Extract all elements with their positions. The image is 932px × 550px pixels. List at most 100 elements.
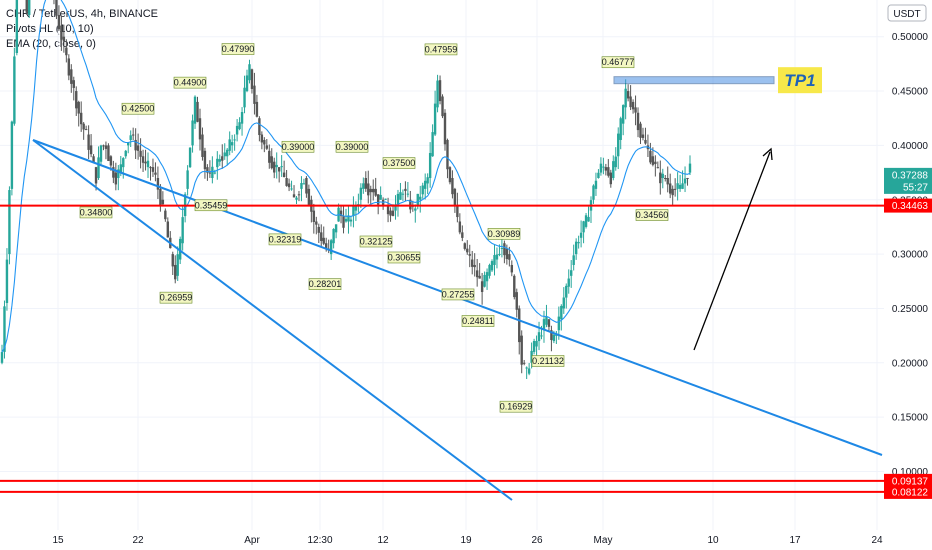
candle-body — [320, 232, 323, 241]
candle-body — [307, 188, 311, 205]
candle-body — [463, 243, 466, 249]
candle-body — [275, 164, 278, 168]
candle-body — [305, 178, 308, 194]
horizontal-levels — [0, 204, 884, 493]
pivot-label-box — [221, 43, 255, 55]
candle-body — [542, 319, 546, 331]
candle-body — [555, 334, 558, 336]
candle-body — [458, 221, 462, 233]
candle-body — [208, 172, 212, 174]
candle-body — [456, 205, 459, 218]
time-tick-label: 12:30 — [307, 535, 332, 546]
candle-body — [300, 183, 303, 189]
candle-body — [664, 178, 667, 180]
candle-body — [248, 64, 251, 81]
candle-body — [634, 107, 637, 113]
level-tag-bg — [884, 198, 932, 213]
time-tick-label: 15 — [52, 535, 64, 546]
candle-body — [644, 139, 647, 144]
level-tag-bg — [884, 473, 932, 488]
candle-body — [597, 172, 600, 179]
candle-body — [354, 206, 358, 211]
indicator-ema-label[interactable]: EMA (20, close, 0) — [6, 38, 96, 50]
candle-body — [473, 264, 476, 268]
candle-body — [688, 163, 692, 173]
pivot-label-box — [335, 140, 369, 153]
candle-body — [540, 335, 543, 337]
candle-body — [181, 217, 184, 244]
pivot-label-box — [461, 315, 495, 327]
pivot-label-box — [387, 251, 421, 264]
candle-body — [419, 196, 422, 200]
candle-body — [253, 85, 256, 104]
candle-body — [193, 96, 197, 124]
candle-body — [295, 197, 298, 200]
pivot-label: 0.27255 — [442, 289, 475, 299]
candle-body — [547, 319, 551, 327]
candle-body — [55, 0, 58, 16]
pivot-label: 0.24811 — [462, 316, 494, 326]
candle-body — [102, 145, 105, 147]
target-label-tp1: TP1 — [784, 71, 815, 90]
candle-body — [560, 305, 563, 320]
candle-body — [488, 264, 491, 276]
candle-body — [235, 125, 239, 135]
current-price-tag-bg — [884, 167, 932, 194]
currency-button[interactable]: USDT — [887, 4, 927, 22]
candle-body — [171, 254, 174, 267]
pivot-label-box — [281, 140, 315, 153]
candle-body — [518, 308, 521, 343]
candle-body — [89, 145, 93, 155]
pivot-labels: 0.766620.348000.425000.269590.449000.354… — [79, 43, 669, 413]
candle-body — [520, 335, 523, 365]
pivot-label-box — [121, 102, 155, 115]
candle-body — [67, 58, 71, 76]
candle-body — [228, 139, 231, 151]
candle-body — [97, 157, 100, 179]
candle-body — [273, 161, 276, 173]
pivot-label-box — [194, 199, 228, 212]
candle-body — [389, 210, 392, 216]
candle-body — [651, 156, 655, 165]
candle-body — [681, 183, 684, 189]
pivot-label: 0.30655 — [388, 252, 421, 262]
candle-body — [238, 122, 241, 130]
candle-body — [619, 118, 622, 140]
candle-body — [60, 25, 63, 40]
pivot-label: 0.39000 — [336, 142, 369, 152]
candle-body — [131, 134, 135, 136]
candle-body — [404, 188, 407, 191]
candle-body — [99, 145, 103, 162]
candle-body — [587, 216, 590, 222]
candle-body — [401, 193, 405, 195]
time-tick-label: 10 — [707, 535, 719, 546]
candle-body — [260, 134, 264, 143]
indicator-pivots-label[interactable]: Pivots HL (10, 10) — [6, 23, 94, 35]
candle-body — [537, 332, 541, 342]
level-tag: 0.09137 — [892, 476, 929, 487]
candle-body — [250, 69, 254, 89]
candle-body — [599, 163, 603, 173]
candle-body — [230, 142, 234, 146]
candle-body — [75, 91, 78, 109]
candle-body — [629, 96, 632, 108]
candle-body — [270, 156, 273, 169]
candle-body — [322, 237, 325, 244]
candle-body — [136, 145, 140, 151]
pivot-label-box — [159, 291, 193, 304]
candle-body — [233, 139, 236, 141]
candle-body — [683, 178, 687, 184]
candle-body — [545, 317, 548, 325]
candle-body — [176, 254, 179, 276]
candle-body — [428, 153, 432, 179]
pivot-label: 0.26959 — [160, 293, 193, 303]
time-tick-label: 26 — [531, 535, 543, 546]
candle-body — [188, 147, 192, 168]
candle-body — [669, 183, 672, 194]
candle-body — [609, 172, 613, 185]
candle-body — [297, 194, 301, 196]
time-tick-label: 19 — [460, 535, 472, 546]
candle-body — [503, 243, 506, 256]
candle-body — [515, 292, 518, 310]
